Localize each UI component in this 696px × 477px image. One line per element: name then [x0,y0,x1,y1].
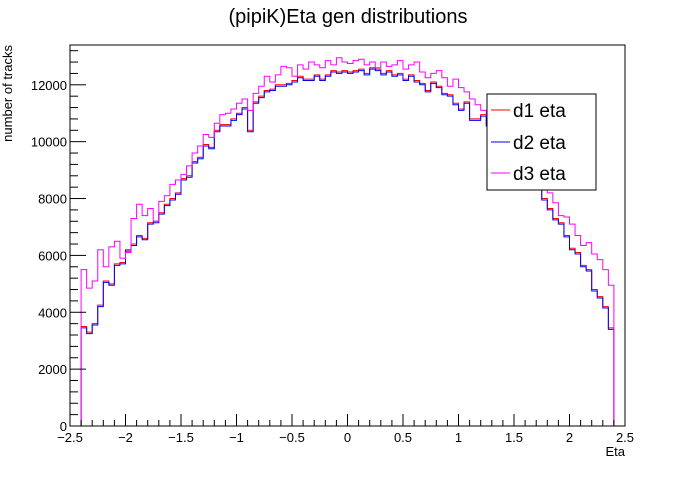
legend: d1 eta d2 eta d3 eta [486,93,597,191]
chart-title: (pipiK)Eta gen distributions [228,6,467,28]
y-tick-label: 8000 [38,192,67,207]
y-axis-label: number of tracks [0,45,15,142]
x-tick-label: 2 [566,430,573,445]
x-tick-label: 0 [344,430,351,445]
x-tick-label: −1.5 [168,430,194,445]
y-tick-label: 2000 [38,362,67,377]
y-tick-label: 10000 [31,135,67,150]
x-tick-label: 1 [455,430,462,445]
x-tick-label: 2.5 [616,430,634,445]
y-tick-label: 6000 [38,248,67,263]
x-axis-label: Eta [605,444,625,459]
x-tick-label: −1 [229,430,244,445]
legend-label-d3: d3 eta [513,164,566,185]
x-tick-label: −0.5 [279,430,305,445]
y-tick-label: 4000 [38,305,67,320]
axes-group: −2.5 −2 −1.5 −1 −0.5 0 0.5 1 1.5 2 2.5 0 2000 4000 600… [31,50,634,445]
legend-label-d2: d2 eta [513,133,566,154]
y-tick-label: 0 [60,419,67,434]
x-tick-label: −2 [118,430,133,445]
y-tick-label: 12000 [31,78,67,93]
x-tick-label: 1.5 [505,430,523,445]
x-tick-label: −2.5 [57,430,83,445]
x-tick-label: 0.5 [394,430,412,445]
legend-label-d1: d1 eta [513,101,566,122]
